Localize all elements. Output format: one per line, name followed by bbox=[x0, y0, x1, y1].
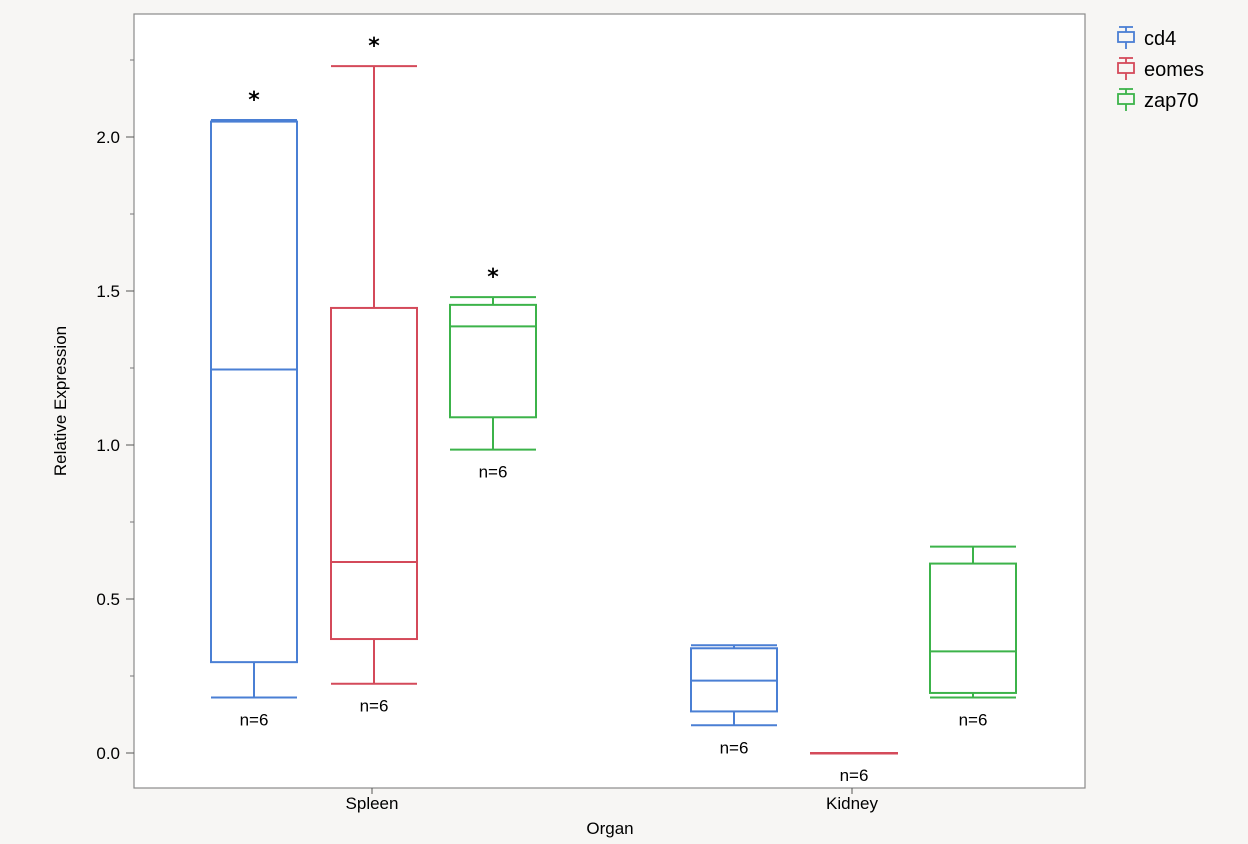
y-axis: 0.0 0.5 1.0 1.5 2.0 bbox=[96, 59, 134, 763]
legend-label: eomes bbox=[1144, 59, 1204, 81]
iqr-box bbox=[449, 303, 537, 419]
n-label: n=6 bbox=[840, 766, 869, 785]
box-cd4-kidney bbox=[690, 644, 778, 727]
y-tick-label: 1.5 bbox=[96, 282, 120, 301]
y-tick-label: 1.0 bbox=[96, 436, 120, 455]
y-tick-label: 0.5 bbox=[96, 590, 120, 609]
legend-label: zap70 bbox=[1144, 90, 1199, 112]
significance-star: * bbox=[248, 88, 260, 113]
x-tick-label: Kidney bbox=[826, 794, 878, 813]
n-label: n=6 bbox=[959, 711, 988, 730]
significance-star: * bbox=[368, 34, 380, 59]
iqr-box bbox=[210, 120, 298, 664]
box-series-group bbox=[210, 65, 1017, 755]
box-eomes-spleen bbox=[330, 65, 418, 685]
significance-star: * bbox=[487, 265, 499, 290]
legend-label: cd4 bbox=[1144, 28, 1176, 50]
n-label: n=6 bbox=[720, 738, 749, 757]
legend-item-cd4: cd4 bbox=[1117, 26, 1176, 50]
iqr-box bbox=[330, 306, 418, 641]
x-axis: Spleen Kidney bbox=[346, 788, 878, 813]
legend-item-eomes: eomes bbox=[1117, 57, 1204, 81]
box-zap70-spleen bbox=[449, 296, 537, 451]
n-label: n=6 bbox=[360, 697, 389, 716]
legend: cd4 eomes zap70 bbox=[1117, 26, 1204, 112]
y-tick-label: 2.0 bbox=[96, 128, 120, 147]
annotation-group: n=6 * n=6 n=6 * n=6 n=6 * n=6 bbox=[240, 34, 988, 785]
n-label: n=6 bbox=[240, 711, 269, 730]
legend-box-icon bbox=[1117, 62, 1135, 74]
legend-box-icon bbox=[1117, 93, 1135, 105]
y-tick-label: 0.0 bbox=[96, 744, 120, 763]
x-tick-label: Spleen bbox=[346, 794, 399, 813]
box-cd4-spleen bbox=[210, 119, 298, 699]
y-axis-title: Relative Expression bbox=[51, 326, 70, 476]
legend-box-icon bbox=[1117, 31, 1135, 43]
box-zap70-kidney bbox=[929, 545, 1017, 699]
plot-area bbox=[133, 13, 1086, 789]
iqr-box bbox=[929, 562, 1017, 694]
legend-item-zap70: zap70 bbox=[1117, 88, 1199, 112]
x-axis-title: Organ bbox=[586, 819, 633, 838]
box-eomes-kidney bbox=[810, 752, 898, 755]
n-label: n=6 bbox=[479, 463, 508, 482]
